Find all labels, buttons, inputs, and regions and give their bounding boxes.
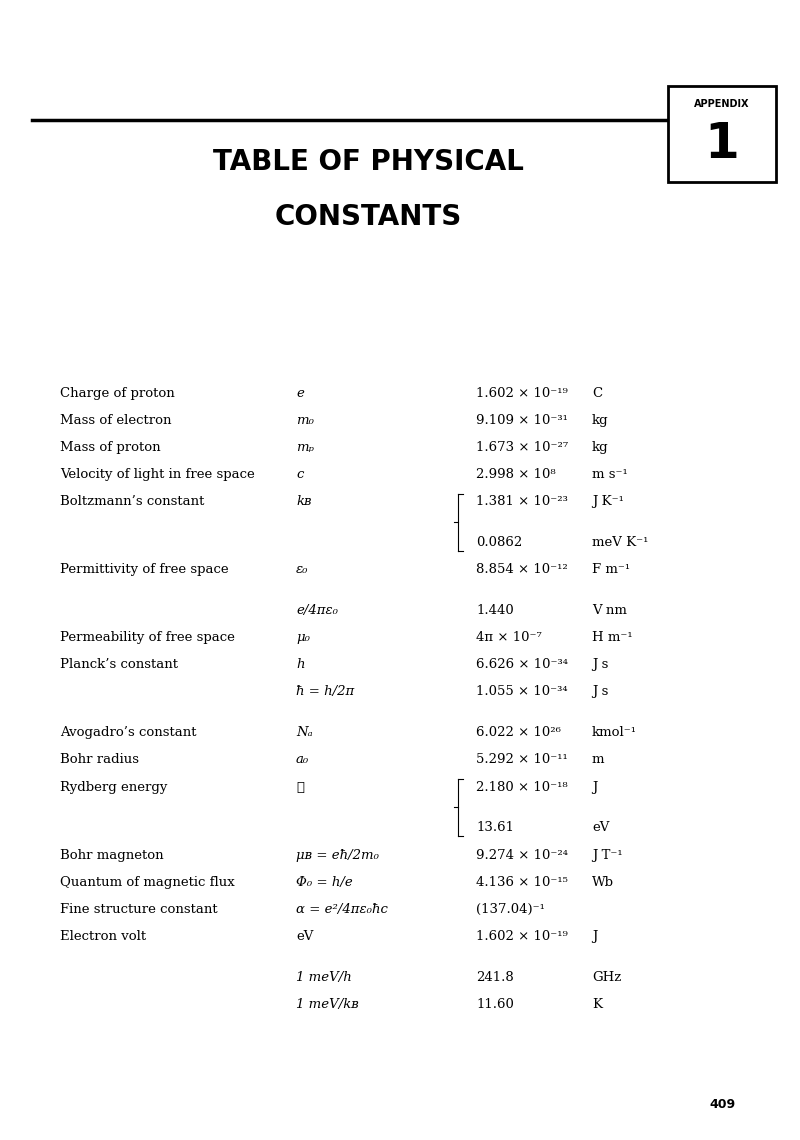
- Text: μʙ = eħ/2m₀: μʙ = eħ/2m₀: [296, 848, 379, 862]
- Text: kg: kg: [592, 414, 609, 428]
- Text: eV: eV: [592, 821, 610, 834]
- Text: APPENDIX: APPENDIX: [694, 99, 750, 109]
- Text: m s⁻¹: m s⁻¹: [592, 469, 628, 481]
- Text: V nm: V nm: [592, 604, 627, 617]
- Text: kg: kg: [592, 441, 609, 454]
- Text: Boltzmann’s constant: Boltzmann’s constant: [60, 495, 204, 508]
- Text: 4π × 10⁻⁷: 4π × 10⁻⁷: [476, 632, 542, 644]
- Text: J T⁻¹: J T⁻¹: [592, 848, 622, 862]
- Text: J K⁻¹: J K⁻¹: [592, 495, 624, 508]
- Text: eV: eV: [296, 930, 314, 943]
- Text: α = e²/4πε₀ħc: α = e²/4πε₀ħc: [296, 903, 388, 915]
- Text: (137.04)⁻¹: (137.04)⁻¹: [476, 903, 545, 915]
- Text: 1 meV/h: 1 meV/h: [296, 970, 352, 984]
- Text: Φ₀ = h/e: Φ₀ = h/e: [296, 876, 353, 889]
- Text: Mass of proton: Mass of proton: [60, 441, 161, 454]
- Text: kʙ: kʙ: [296, 495, 311, 508]
- Text: Mass of electron: Mass of electron: [60, 414, 171, 428]
- Text: 1.602 × 10⁻¹⁹: 1.602 × 10⁻¹⁹: [476, 930, 568, 943]
- Text: 2.998 × 10⁸: 2.998 × 10⁸: [476, 469, 556, 481]
- Text: 0.0862: 0.0862: [476, 536, 522, 549]
- Text: Bohr magneton: Bohr magneton: [60, 848, 164, 862]
- Bar: [668, 86, 776, 182]
- Text: 1: 1: [705, 120, 739, 168]
- Text: ℛ: ℛ: [296, 781, 304, 793]
- Text: 13.61: 13.61: [476, 821, 514, 834]
- Text: J s: J s: [592, 658, 608, 671]
- Text: 1.381 × 10⁻²³: 1.381 × 10⁻²³: [476, 495, 568, 508]
- Text: m₀: m₀: [296, 414, 314, 428]
- Text: Nₐ: Nₐ: [296, 726, 313, 740]
- Text: kmol⁻¹: kmol⁻¹: [592, 726, 637, 740]
- Text: 241.8: 241.8: [476, 970, 514, 984]
- Text: Planck’s constant: Planck’s constant: [60, 658, 178, 671]
- Text: Charge of proton: Charge of proton: [60, 386, 174, 400]
- Text: 1.440: 1.440: [476, 604, 514, 617]
- Text: 5.292 × 10⁻¹¹: 5.292 × 10⁻¹¹: [476, 754, 568, 766]
- Text: Permittivity of free space: Permittivity of free space: [60, 563, 229, 577]
- Text: Fine structure constant: Fine structure constant: [60, 903, 218, 915]
- Text: 4.136 × 10⁻¹⁵: 4.136 × 10⁻¹⁵: [476, 876, 568, 889]
- Text: J: J: [592, 930, 598, 943]
- Text: m: m: [592, 754, 605, 766]
- Text: 11.60: 11.60: [476, 998, 514, 1011]
- Text: 6.626 × 10⁻³⁴: 6.626 × 10⁻³⁴: [476, 658, 568, 671]
- Text: J s: J s: [592, 685, 608, 699]
- Text: 1.055 × 10⁻³⁴: 1.055 × 10⁻³⁴: [476, 685, 568, 699]
- Text: TABLE OF PHYSICAL: TABLE OF PHYSICAL: [213, 148, 523, 177]
- Text: meV K⁻¹: meV K⁻¹: [592, 536, 648, 549]
- Text: e: e: [296, 386, 304, 400]
- Text: ε₀: ε₀: [296, 563, 309, 577]
- Text: c: c: [296, 469, 303, 481]
- Text: Velocity of light in free space: Velocity of light in free space: [60, 469, 254, 481]
- Text: h: h: [296, 658, 305, 671]
- Text: μ₀: μ₀: [296, 632, 310, 644]
- Text: 409: 409: [710, 1099, 736, 1112]
- Text: Bohr radius: Bohr radius: [60, 754, 139, 766]
- Text: Avogadro’s constant: Avogadro’s constant: [60, 726, 197, 740]
- Text: Electron volt: Electron volt: [60, 930, 146, 943]
- Text: 8.854 × 10⁻¹²: 8.854 × 10⁻¹²: [476, 563, 568, 577]
- Text: 9.274 × 10⁻²⁴: 9.274 × 10⁻²⁴: [476, 848, 568, 862]
- Text: J: J: [592, 781, 598, 793]
- Text: 6.022 × 10²⁶: 6.022 × 10²⁶: [476, 726, 561, 740]
- Text: 2.180 × 10⁻¹⁸: 2.180 × 10⁻¹⁸: [476, 781, 568, 793]
- Text: ħ = h/2π: ħ = h/2π: [296, 685, 354, 699]
- Text: Rydberg energy: Rydberg energy: [60, 781, 167, 793]
- Text: K: K: [592, 998, 602, 1011]
- Text: Quantum of magnetic flux: Quantum of magnetic flux: [60, 876, 234, 889]
- Text: e/4πε₀: e/4πε₀: [296, 604, 338, 617]
- Text: Permeability of free space: Permeability of free space: [60, 632, 235, 644]
- Text: mₚ: mₚ: [296, 441, 314, 454]
- Text: Wb: Wb: [592, 876, 614, 889]
- Text: a₀: a₀: [296, 754, 310, 766]
- Text: 9.109 × 10⁻³¹: 9.109 × 10⁻³¹: [476, 414, 568, 428]
- Text: C: C: [592, 386, 602, 400]
- Text: F m⁻¹: F m⁻¹: [592, 563, 630, 577]
- Text: CONSTANTS: CONSTANTS: [274, 203, 462, 231]
- Text: 1.602 × 10⁻¹⁹: 1.602 × 10⁻¹⁹: [476, 386, 568, 400]
- Text: H m⁻¹: H m⁻¹: [592, 632, 633, 644]
- Text: GHz: GHz: [592, 970, 622, 984]
- Text: 1 meV/kʙ: 1 meV/kʙ: [296, 998, 358, 1011]
- Text: 1.673 × 10⁻²⁷: 1.673 × 10⁻²⁷: [476, 441, 568, 454]
